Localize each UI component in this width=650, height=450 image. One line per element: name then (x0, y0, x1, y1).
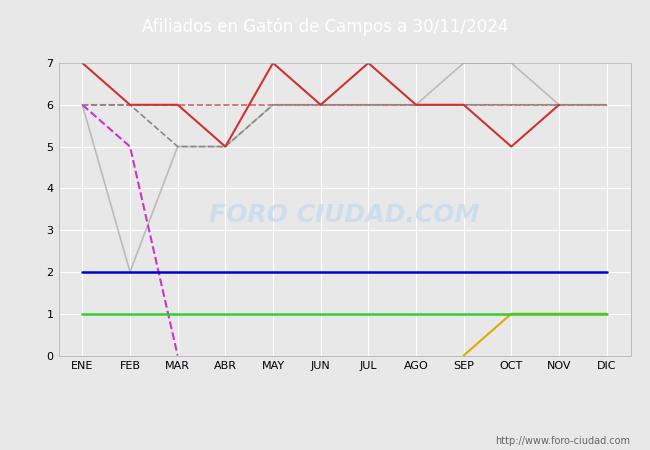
2017 (222, 144, 229, 149)
Line: 2017: 2017 (83, 63, 606, 272)
2021 (222, 311, 229, 316)
2020 (555, 311, 563, 316)
2017 (555, 102, 563, 108)
2024 (79, 60, 86, 66)
2024 (174, 102, 181, 108)
2017 (317, 102, 324, 108)
Line: 2020: 2020 (463, 314, 606, 356)
2023 (460, 102, 467, 108)
2022 (79, 269, 86, 274)
2024 (222, 144, 229, 149)
2018 (222, 102, 229, 108)
2019 (79, 102, 86, 108)
2023 (269, 102, 277, 108)
2023 (365, 102, 372, 108)
2023 (174, 144, 181, 149)
2024 (460, 102, 467, 108)
2020 (508, 311, 515, 316)
2017 (460, 60, 467, 66)
2022 (555, 269, 563, 274)
2021 (555, 311, 563, 316)
2021 (174, 311, 181, 316)
2023 (508, 102, 515, 108)
2017 (126, 269, 134, 274)
2023 (317, 102, 324, 108)
Line: 2019: 2019 (83, 105, 177, 356)
2018 (79, 102, 86, 108)
2018 (412, 102, 420, 108)
Text: Afiliados en Gatón de Campos a 30/11/2024: Afiliados en Gatón de Campos a 30/11/202… (142, 18, 508, 36)
2017 (269, 102, 277, 108)
2024 (412, 102, 420, 108)
2021 (365, 311, 372, 316)
2022 (460, 269, 467, 274)
2017 (365, 102, 372, 108)
2017 (79, 102, 86, 108)
2024 (555, 102, 563, 108)
2021 (460, 311, 467, 316)
2021 (79, 311, 86, 316)
2021 (317, 311, 324, 316)
2023 (126, 102, 134, 108)
2024 (317, 102, 324, 108)
2021 (412, 311, 420, 316)
2024 (269, 60, 277, 66)
2019 (126, 144, 134, 149)
2021 (126, 311, 134, 316)
2023 (79, 102, 86, 108)
2018 (126, 102, 134, 108)
2021 (269, 311, 277, 316)
2020 (603, 311, 610, 316)
Line: 2024: 2024 (83, 63, 559, 147)
2018 (508, 102, 515, 108)
2022 (603, 269, 610, 274)
2023 (222, 144, 229, 149)
2024 (508, 144, 515, 149)
Line: 2023: 2023 (83, 105, 606, 147)
2018 (460, 102, 467, 108)
2020 (460, 353, 467, 358)
2019 (174, 353, 181, 358)
2022 (269, 269, 277, 274)
2017 (508, 60, 515, 66)
2021 (508, 311, 515, 316)
2022 (174, 269, 181, 274)
2022 (222, 269, 229, 274)
2024 (365, 60, 372, 66)
Text: http://www.foro-ciudad.com: http://www.foro-ciudad.com (495, 436, 630, 446)
2018 (174, 102, 181, 108)
2017 (174, 144, 181, 149)
2022 (508, 269, 515, 274)
2017 (603, 102, 610, 108)
2023 (555, 102, 563, 108)
2022 (365, 269, 372, 274)
Text: FORO CIUDAD.COM: FORO CIUDAD.COM (209, 203, 480, 227)
2022 (126, 269, 134, 274)
2018 (269, 102, 277, 108)
2017 (412, 102, 420, 108)
2018 (365, 102, 372, 108)
2018 (317, 102, 324, 108)
2018 (603, 102, 610, 108)
2023 (603, 102, 610, 108)
2023 (412, 102, 420, 108)
2022 (317, 269, 324, 274)
2021 (603, 311, 610, 316)
2022 (412, 269, 420, 274)
2024 (126, 102, 134, 108)
2018 (555, 102, 563, 108)
